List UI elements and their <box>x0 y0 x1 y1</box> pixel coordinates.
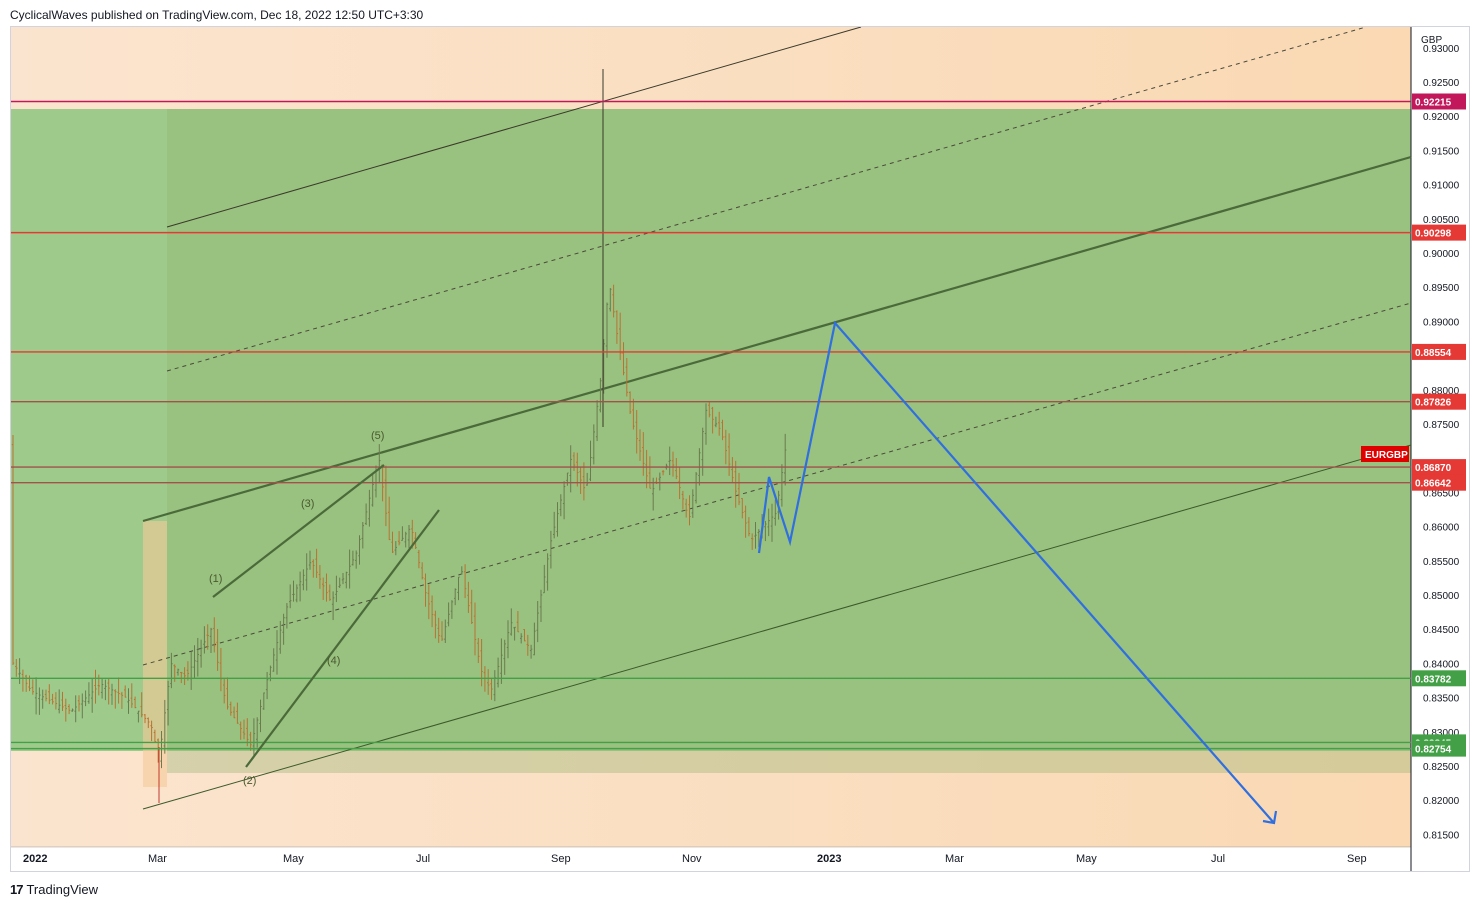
wave-trendline <box>245 509 440 768</box>
y-tick-label: 0.92000 <box>1423 112 1460 123</box>
price-badge-label: 0.92215 <box>1415 97 1452 108</box>
y-tick-label: 0.83000 <box>1423 728 1460 739</box>
symbol-badge-label: EURGBP <box>1365 450 1408 461</box>
y-tick-label: 0.83500 <box>1423 694 1460 705</box>
x-tick-label: 2022 <box>23 853 47 865</box>
channel-line <box>142 155 1412 523</box>
projection-path <box>757 320 1275 824</box>
x-tick-label: Sep <box>551 853 571 865</box>
y-tick-label: 0.82000 <box>1423 796 1460 807</box>
x-tick-label: Jul <box>416 853 430 865</box>
price-lines <box>11 100 1411 750</box>
channel-line <box>166 27 862 228</box>
y-tick-label: 0.91000 <box>1423 181 1460 192</box>
channel-shade-inner <box>143 521 167 787</box>
channel-shade <box>167 109 1411 773</box>
axis-currency: GBP <box>1421 35 1442 46</box>
y-tick-label: 0.91500 <box>1423 146 1460 157</box>
footer-brand: TradingView <box>26 881 99 897</box>
channel-line <box>142 302 1412 666</box>
y-tick-label: 0.90000 <box>1423 249 1460 260</box>
time-axis[interactable]: 2022 Mar May Jul Sep Nov 2023 Mar May Jul Sep <box>23 853 1367 865</box>
y-tick-label: 0.90500 <box>1423 215 1460 226</box>
price-badge <box>1412 740 1466 757</box>
tv-logo-icon: 17 <box>10 881 24 897</box>
price-badge-label: 0.86870 <box>1415 463 1452 474</box>
x-tick-label: May <box>283 853 304 865</box>
price-badges: 0.92215 0.90298 0.88554 0.87826 0.86870 0.866… <box>1361 93 1466 757</box>
y-tick-label: 0.86000 <box>1423 523 1460 534</box>
x-tick-label: Jul <box>1211 853 1225 865</box>
x-tick-label: Mar <box>945 853 964 865</box>
symbol-badge <box>1361 446 1409 462</box>
y-tick-label: 0.87500 <box>1423 420 1460 431</box>
chart-frame[interactable]: (1) (2) (3) (4) (5) GBP 0.93000 0.92500 0.92000… <box>10 26 1470 872</box>
wave-label: (1) <box>209 573 222 585</box>
x-tick-label: Sep <box>1347 853 1367 865</box>
price-badge-label: 0.90298 <box>1415 229 1452 240</box>
candles <box>11 69 787 803</box>
price-badge <box>1412 670 1466 687</box>
x-tick-label: Mar <box>148 853 167 865</box>
price-badge-label: 0.87826 <box>1415 398 1452 409</box>
y-tick-label: 0.88000 <box>1423 386 1460 397</box>
y-tick-label: 0.81500 <box>1423 830 1460 841</box>
y-tick-label: 0.92500 <box>1423 78 1460 89</box>
price-badge-label: 0.86642 <box>1415 479 1452 490</box>
price-badge <box>1412 93 1466 110</box>
wave-label: (5) <box>371 430 384 442</box>
wave-label: (3) <box>301 498 314 510</box>
wave-label: (2) <box>243 775 256 787</box>
projection-arrowhead <box>1262 810 1278 825</box>
price-badge <box>1412 474 1466 491</box>
price-badge-label: 0.82754 <box>1415 745 1452 756</box>
price-badge <box>1412 393 1466 410</box>
y-tick-label: 0.82500 <box>1423 762 1460 773</box>
y-tick-label: 0.89500 <box>1423 283 1460 294</box>
y-tick-label: 0.89000 <box>1423 317 1460 328</box>
x-tick-label: May <box>1076 853 1097 865</box>
wave-lines: (1) (2) (3) (4) (5) <box>209 430 440 787</box>
footer[interactable]: 17 TradingView <box>10 880 98 898</box>
green-zone <box>11 109 1411 751</box>
projection <box>757 320 1278 825</box>
price-badge <box>1412 343 1466 360</box>
y-tick-label: 0.93000 <box>1423 44 1460 55</box>
x-tick-label: Nov <box>682 853 702 865</box>
y-tick-label: 0.85000 <box>1423 591 1460 602</box>
price-badge-label: 0.88554 <box>1415 348 1452 359</box>
price-badge <box>1412 459 1466 476</box>
y-tick-label: 0.86500 <box>1423 488 1460 499</box>
wave-trendline <box>212 464 385 598</box>
price-badge <box>1412 224 1466 241</box>
x-tick-label: 2023 <box>817 853 841 865</box>
price-badge-label: 0.83782 <box>1415 674 1452 685</box>
wave-label: (4) <box>327 655 340 667</box>
y-tick-label: 0.85500 <box>1423 557 1460 568</box>
y-tick-label: 0.84500 <box>1423 625 1460 636</box>
y-tick-label: 0.84000 <box>1423 659 1460 670</box>
publisher-header: CyclicalWaves published on TradingView.c… <box>10 8 424 22</box>
